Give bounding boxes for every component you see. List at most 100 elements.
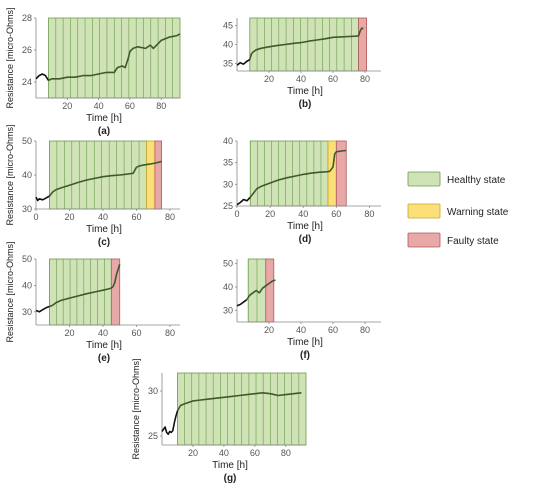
y-tick-label: 30	[22, 307, 32, 317]
panel-g: 25 30 20 40 60 80 Time [h] (g) Resistance [micro…	[131, 358, 307, 484]
y-tick-label: 25	[223, 201, 233, 211]
x-tick-label: 60	[328, 325, 338, 335]
region-faulty	[358, 17, 368, 72]
y-tick-label: 30	[22, 204, 32, 214]
region-warning	[327, 140, 337, 207]
y-axis-label: Resistance [micro-Ohms]	[5, 7, 15, 108]
panel-label: (g)	[224, 473, 237, 484]
x-axis-label: Time [h]	[86, 113, 122, 124]
x-tick-label: 20	[264, 325, 274, 335]
series-line-initial	[236, 58, 251, 66]
x-tick-label: 60	[131, 212, 141, 222]
y-tick-label: 40	[22, 280, 32, 290]
x-tick-label: 20	[265, 209, 275, 219]
x-tick-label: 60	[250, 448, 260, 458]
series-line	[249, 149, 347, 198]
panel-label: (b)	[299, 99, 312, 110]
y-tick-label: 30	[148, 386, 158, 396]
series-line-initial	[35, 305, 50, 313]
x-axis-label: Time [h]	[212, 460, 248, 471]
x-tick-label: 40	[296, 325, 306, 335]
region-healthy	[48, 258, 112, 326]
legend-item-faulty: Faulty state	[407, 232, 499, 248]
y-tick-label: 28	[22, 13, 32, 23]
panel-e: 30 40 50 20 40 60 80 Time [h] (e) Resistance [mic…	[5, 241, 180, 364]
y-tick-label: 50	[22, 136, 32, 146]
legend-label-healthy: Healthy state	[447, 175, 506, 186]
region-healthy	[48, 140, 147, 210]
x-tick-label: 40	[94, 101, 104, 111]
region-warning	[146, 140, 156, 210]
y-tick-label: 45	[223, 21, 233, 31]
legend-item-healthy: Healthy state	[407, 171, 506, 187]
series-line-initial	[236, 299, 248, 307]
x-tick-label: 20	[64, 328, 74, 338]
y-tick-label: 30	[223, 179, 233, 189]
y-tick-label: 35	[223, 58, 233, 68]
panel-f: 30 40 50 20 40 60 80 Time [h] (f)	[223, 258, 381, 361]
series-line	[48, 160, 162, 197]
chart-panels: 24 26 28 20 40 60 80 Time [h] (a) Resistance [mic…	[5, 7, 381, 484]
x-tick-label: 40	[98, 212, 108, 222]
region-faulty	[154, 140, 162, 210]
x-tick-label: 60	[131, 328, 141, 338]
x-axis-label: Time [h]	[287, 221, 323, 232]
legend: Healthy state Warning state Faulty state	[407, 171, 509, 248]
x-tick-label: 20	[62, 101, 72, 111]
legend-swatch-healthy	[407, 171, 441, 187]
series-line	[48, 33, 181, 82]
x-axis-label: Time [h]	[287, 86, 323, 97]
x-tick-label: 80	[364, 209, 374, 219]
y-tick-label: 50	[22, 254, 32, 264]
series-line	[49, 264, 121, 308]
series-line-initial	[35, 195, 50, 202]
y-tick-label: 40	[223, 282, 233, 292]
y-tick-label: 26	[22, 45, 32, 55]
panel-label: (e)	[98, 353, 110, 364]
y-axis-label: Resistance [micro-Ohms]	[5, 124, 15, 225]
x-tick-label: 80	[156, 101, 166, 111]
x-tick-label: 60	[125, 101, 135, 111]
panel-c: 30 40 50 0 20 40 60 80 Time [h] (c) Resistance [mi…	[5, 124, 180, 248]
panel-d: 25 30 35 40 0 20 40 60 80 Time [h] (d)	[223, 136, 381, 245]
panel-b: 35 40 45 20 40 60 80 Time [h] (b)	[223, 17, 381, 110]
region-healthy	[249, 17, 360, 72]
series-line-initial	[35, 73, 50, 81]
panel-label: (d)	[299, 234, 312, 245]
y-tick-label: 40	[22, 170, 32, 180]
y-axis-label: Resistance [micro-Ohms]	[5, 241, 15, 342]
y-tick-label: 30	[223, 305, 233, 315]
panel-a: 24 26 28 20 40 60 80 Time [h] (a) Resistance [mic…	[5, 7, 181, 137]
x-tick-label: 60	[328, 74, 338, 84]
legend-label-faulty: Faulty state	[447, 236, 499, 247]
series-line	[249, 27, 364, 60]
series-line-initial	[236, 196, 251, 206]
y-tick-label: 50	[223, 259, 233, 269]
panel-label: (c)	[98, 237, 110, 248]
x-axis-label: Time [h]	[287, 337, 323, 348]
panel-label: (f)	[300, 350, 310, 361]
legend-item-warning: Warning state	[407, 203, 509, 219]
y-tick-label: 35	[223, 158, 233, 168]
x-tick-label: 80	[281, 448, 291, 458]
x-tick-label: 40	[296, 74, 306, 84]
series-line	[176, 391, 302, 412]
region-healthy	[249, 140, 329, 207]
x-tick-label: 40	[298, 209, 308, 219]
y-tick-label: 24	[22, 77, 32, 87]
region-faulty	[265, 258, 275, 323]
x-tick-label: 0	[33, 212, 38, 222]
x-axis-label: Time [h]	[86, 340, 122, 351]
legend-swatch-faulty	[407, 232, 441, 248]
y-axis-label: Resistance [micro-Ohms]	[131, 358, 141, 459]
series-line-initial	[161, 410, 179, 436]
x-tick-label: 40	[98, 328, 108, 338]
x-tick-label: 40	[219, 448, 229, 458]
x-tick-label: 60	[331, 209, 341, 219]
x-tick-label: 20	[64, 212, 74, 222]
y-tick-label: 40	[223, 40, 233, 50]
panel-label: (a)	[98, 126, 110, 137]
x-tick-label: 80	[165, 212, 175, 222]
x-tick-label: 80	[360, 325, 370, 335]
